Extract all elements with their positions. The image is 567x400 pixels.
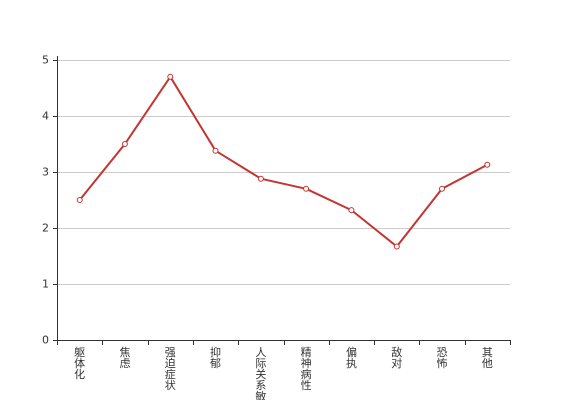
data-point-精神病性 bbox=[303, 185, 310, 192]
series-layer bbox=[78, 75, 488, 248]
y-tick-label: 2 bbox=[42, 222, 49, 235]
x-tick-label: 精神病性 bbox=[301, 346, 312, 392]
data-point-偏执 bbox=[348, 207, 355, 214]
y-tick-label: 5 bbox=[42, 54, 49, 67]
data-point-其他 bbox=[484, 161, 491, 168]
x-tick-label: 敌对 bbox=[391, 345, 402, 370]
grid-lines bbox=[57, 60, 510, 285]
series-line bbox=[78, 75, 488, 248]
x-tick-label: 偏执 bbox=[346, 345, 357, 370]
x-tick-label: 人际关系敏感 bbox=[255, 346, 266, 400]
data-points bbox=[76, 73, 491, 250]
data-point-躯体化 bbox=[76, 197, 83, 203]
x-axis-tick-labels: 躯体化 焦虑 强迫症状 抑郁 人际关系敏感 精神病性 偏执 敌对 恐怖 其他 bbox=[74, 345, 493, 400]
x-tick-label: 躯体化 bbox=[74, 346, 85, 381]
y-tick-label: 4 bbox=[42, 110, 49, 123]
y-tick-label: 1 bbox=[42, 278, 49, 291]
x-tick-label: 恐怖 bbox=[437, 346, 448, 370]
x-tick-label: 抑郁 bbox=[210, 345, 221, 370]
y-axis-tick-labels: 0 1 2 3 4 5 bbox=[42, 54, 49, 347]
data-point-强迫症状 bbox=[167, 73, 174, 80]
data-point-人际关系敏感 bbox=[257, 175, 264, 182]
data-point-恐怖 bbox=[439, 185, 445, 192]
y-tick-label: 0 bbox=[42, 334, 49, 347]
data-point-敌对 bbox=[393, 243, 400, 250]
x-tick-label: 焦虑 bbox=[119, 346, 130, 370]
x-tick-label: 强迫症状 bbox=[165, 346, 176, 392]
y-tick-label: 3 bbox=[42, 166, 49, 179]
x-tick-label: 其他 bbox=[482, 346, 493, 370]
data-point-抑郁 bbox=[212, 147, 219, 154]
axes bbox=[53, 56, 511, 345]
data-point-焦虑 bbox=[121, 141, 128, 147]
